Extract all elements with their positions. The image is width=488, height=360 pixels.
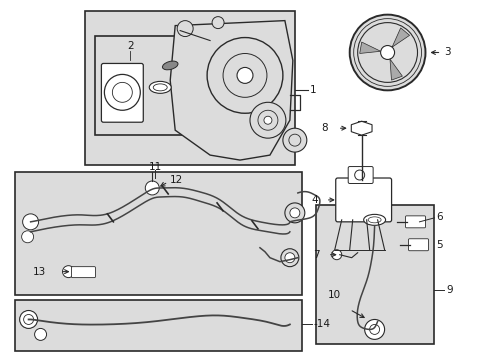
Circle shape bbox=[62, 266, 74, 278]
Circle shape bbox=[280, 249, 298, 267]
FancyBboxPatch shape bbox=[101, 63, 143, 122]
Text: 7: 7 bbox=[312, 250, 319, 260]
Circle shape bbox=[283, 128, 306, 152]
Text: -14: -14 bbox=[313, 319, 330, 329]
Text: 13: 13 bbox=[33, 267, 46, 276]
Text: 6: 6 bbox=[436, 212, 442, 222]
Ellipse shape bbox=[162, 61, 178, 70]
Polygon shape bbox=[350, 121, 371, 135]
Text: 3: 3 bbox=[444, 48, 450, 58]
Circle shape bbox=[177, 21, 193, 37]
Ellipse shape bbox=[363, 214, 385, 225]
Circle shape bbox=[20, 310, 38, 328]
Circle shape bbox=[104, 75, 140, 110]
Bar bbox=[15, 172, 301, 294]
FancyBboxPatch shape bbox=[407, 239, 427, 251]
Circle shape bbox=[354, 170, 364, 180]
Text: 1: 1 bbox=[309, 85, 316, 95]
Circle shape bbox=[289, 208, 299, 218]
Text: 9: 9 bbox=[446, 284, 452, 294]
FancyBboxPatch shape bbox=[335, 178, 391, 222]
Text: 12: 12 bbox=[170, 175, 183, 185]
Polygon shape bbox=[389, 59, 402, 80]
Circle shape bbox=[349, 15, 425, 90]
Text: 5: 5 bbox=[436, 240, 442, 250]
Circle shape bbox=[145, 181, 159, 195]
Bar bbox=[85, 11, 294, 165]
Circle shape bbox=[285, 203, 304, 223]
Circle shape bbox=[22, 214, 39, 230]
Circle shape bbox=[380, 45, 394, 59]
Circle shape bbox=[249, 102, 285, 138]
Polygon shape bbox=[170, 21, 292, 160]
Text: 2: 2 bbox=[127, 41, 133, 50]
Bar bbox=[315, 205, 433, 345]
FancyBboxPatch shape bbox=[405, 216, 425, 228]
Ellipse shape bbox=[367, 217, 380, 223]
Circle shape bbox=[364, 319, 384, 339]
Circle shape bbox=[237, 67, 252, 84]
FancyBboxPatch shape bbox=[71, 267, 95, 278]
Circle shape bbox=[369, 324, 379, 334]
Text: 11: 11 bbox=[148, 162, 162, 172]
Circle shape bbox=[288, 134, 300, 146]
Polygon shape bbox=[391, 28, 409, 47]
Circle shape bbox=[23, 315, 34, 324]
Text: 8: 8 bbox=[321, 123, 327, 133]
Ellipse shape bbox=[153, 84, 167, 91]
Circle shape bbox=[264, 116, 271, 124]
Text: 10: 10 bbox=[327, 289, 341, 300]
Circle shape bbox=[258, 110, 277, 130]
FancyBboxPatch shape bbox=[347, 167, 372, 184]
Circle shape bbox=[357, 23, 417, 82]
Bar bbox=[15, 300, 301, 351]
Polygon shape bbox=[359, 42, 380, 54]
Circle shape bbox=[21, 231, 34, 243]
Circle shape bbox=[285, 253, 294, 263]
Bar bbox=[95, 36, 195, 135]
Circle shape bbox=[35, 328, 46, 340]
Circle shape bbox=[331, 250, 341, 260]
Circle shape bbox=[207, 37, 283, 113]
Ellipse shape bbox=[149, 81, 171, 93]
Circle shape bbox=[212, 17, 224, 28]
Circle shape bbox=[223, 54, 266, 97]
Circle shape bbox=[112, 82, 132, 102]
Text: 4: 4 bbox=[310, 195, 317, 205]
